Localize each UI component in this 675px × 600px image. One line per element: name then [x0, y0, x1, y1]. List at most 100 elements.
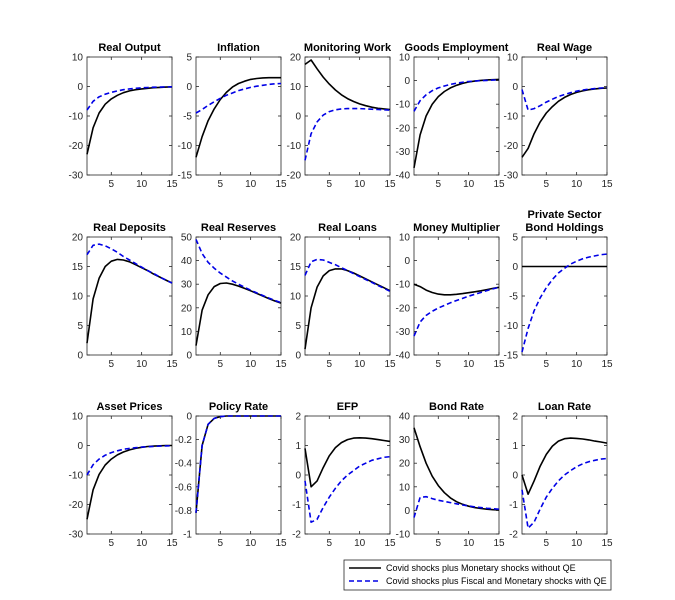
panel-5-ytick-label: 20 [72, 233, 84, 244]
panel-4-ytick-label: 10 [507, 53, 519, 64]
panel-13-ytick-label: -10 [396, 530, 411, 541]
panel-12-series-dashed-line [304, 455, 391, 524]
panel-1-ytick-label: -5 [183, 112, 192, 123]
panel-0-ytick-label: 0 [77, 82, 83, 93]
panel-1-ytick-label: -15 [178, 171, 193, 182]
panel-12-ytick-label: -1 [292, 500, 301, 511]
panel-10-ytick-label: -20 [69, 500, 84, 511]
panel-13-xtick-label: 5 [436, 538, 442, 549]
panel-7-ytick-label: 0 [295, 351, 301, 362]
panel-6-xtick-label: 5 [218, 359, 224, 370]
panel-7: Real Loans 0 5 10 15 20 5 10 15 [290, 222, 396, 370]
panel-6-axes-box [195, 236, 282, 356]
panel-7-xtick-label: 5 [327, 359, 333, 370]
panel-2-series-solid-line [304, 59, 391, 111]
panel-8-ytick-label: 10 [399, 233, 411, 244]
panel-9-xtick-label: 5 [544, 359, 550, 370]
panel-6-title: Real Reserves [201, 222, 276, 234]
panel-13-ytick-label: 10 [399, 482, 411, 493]
panel-11-ytick-label: -0.4 [175, 459, 193, 470]
panel-1-series-dashed-line [195, 82, 282, 114]
panel-0-series-dashed-line [86, 86, 173, 111]
panel-5: Real Deposits 0 5 10 15 20 5 10 15 [72, 222, 178, 370]
panel-8-series-solid-line [413, 283, 500, 296]
panel-8-title: Money Multiplier [413, 222, 501, 234]
panel-8-series-dashed-line [413, 286, 500, 337]
panel-11-title: Policy Rate [209, 401, 268, 413]
panel-10-ytick-label: -10 [69, 471, 84, 482]
panel-3-ytick-label: -40 [396, 171, 411, 182]
panel-5-xtick-label: 5 [109, 359, 115, 370]
panel-5-ytick-label: 15 [72, 262, 84, 273]
panel-7-ytick-label: 5 [295, 321, 301, 332]
legend-label-1: Covid shocks plus Fiscal and Monetary sh… [386, 576, 607, 586]
panel-7-ytick-label: 20 [290, 233, 302, 244]
panel-10: Asset Prices -30 -20 -10 0 10 5 10 15 [69, 401, 178, 549]
panel-1-xtick-label: 5 [218, 179, 224, 190]
panel-10-xtick-label: 10 [136, 538, 148, 549]
panel-8-xtick-label: 10 [463, 359, 475, 370]
panel-8-ytick-label: -10 [396, 280, 411, 291]
panel-1-axes-box [195, 56, 282, 176]
panel-11-ytick-label: -0.8 [175, 506, 193, 517]
panel-8-ytick-label: -40 [396, 351, 411, 362]
panel-14-series-solid-line [521, 437, 608, 496]
panel-0-xtick-label: 15 [166, 179, 178, 190]
panel-4: Real Wage -30 -20 -10 0 10 5 10 15 [504, 42, 613, 190]
panel-3-ytick-label: -30 [396, 147, 411, 158]
panel-12-ytick-label: 2 [295, 412, 301, 423]
panel-2-ytick-label: 20 [290, 53, 302, 64]
panel-13-ytick-label: 30 [399, 435, 411, 446]
panel-13-ytick-label: 40 [399, 412, 411, 423]
panel-10-ytick-label: -30 [69, 530, 84, 541]
panel-4-xtick-label: 15 [601, 179, 613, 190]
panel-9-title: Bond Holdings [525, 222, 603, 234]
panel-13-xtick-label: 10 [463, 538, 475, 549]
panel-9-ytick-label: 0 [512, 262, 518, 273]
panel-6-ytick-label: 20 [181, 303, 193, 314]
panel-9-ytick-label: 5 [512, 233, 518, 244]
panel-7-xtick-label: 10 [354, 359, 366, 370]
panel-13-ytick-label: 0 [404, 506, 410, 517]
panel-8-xtick-label: 15 [493, 359, 505, 370]
panel-13-series-dashed-line [413, 495, 500, 518]
panel-11: Policy Rate -1 -0.8 -0.6 -0.4 -0.2 0 5 10 15 [175, 401, 287, 549]
panel-12-xtick-label: 10 [354, 538, 366, 549]
panel-7-axes-box [304, 236, 391, 356]
panel-13-axes-box [413, 415, 500, 535]
panel-9-xtick-label: 15 [601, 359, 613, 370]
panel-0: Real Output -30 -20 -10 0 10 5 10 15 [69, 42, 178, 190]
panel-2-xtick-label: 10 [354, 179, 366, 190]
panel-3-title: Goods Employment [405, 42, 509, 54]
panel-9-axes-box [521, 236, 608, 356]
panel-13-title: Bond Rate [429, 401, 484, 413]
panel-0-ytick-label: -20 [69, 141, 84, 152]
panel-3: Goods Employment -40 -30 -20 -10 0 10 5 10 15 [396, 42, 509, 190]
panel-7-series-solid-line [304, 268, 391, 350]
panel-10-xtick-label: 15 [166, 538, 178, 549]
panel-1-ytick-label: 5 [186, 53, 192, 64]
panel-12-series-solid-line [304, 436, 391, 488]
panel-0-title: Real Output [98, 42, 161, 54]
panel-3-series-dashed-line [413, 79, 500, 112]
panel-14-series-dashed-line [521, 457, 608, 529]
panel-3-ytick-label: -10 [396, 100, 411, 111]
panel-14-title: Loan Rate [538, 401, 591, 413]
panel-1-ytick-label: -10 [178, 141, 193, 152]
legend-label-0: Covid shocks plus Monetary shocks withou… [386, 563, 576, 573]
legend: Covid shocks plus Monetary shocks withou… [343, 559, 612, 591]
panel-2-title: Monitoring Work [304, 42, 392, 54]
panel-10-axes-box [86, 415, 173, 535]
panel-6-series-solid-line [195, 282, 282, 346]
panel-11-ytick-label: -0.2 [175, 435, 193, 446]
panel-14-xtick-label: 15 [601, 538, 613, 549]
panel-6: Real Reserves 0 10 20 30 40 50 5 10 15 [181, 222, 287, 370]
panel-3-ytick-label: 10 [399, 53, 411, 64]
panel-14-xtick-label: 10 [571, 538, 583, 549]
panel-2-ytick-label: 10 [290, 82, 302, 93]
panel-4-xtick-label: 5 [544, 179, 550, 190]
panel-3-xtick-label: 15 [493, 179, 505, 190]
panel-11-xtick-label: 15 [275, 538, 287, 549]
panel-2-xtick-label: 5 [327, 179, 333, 190]
